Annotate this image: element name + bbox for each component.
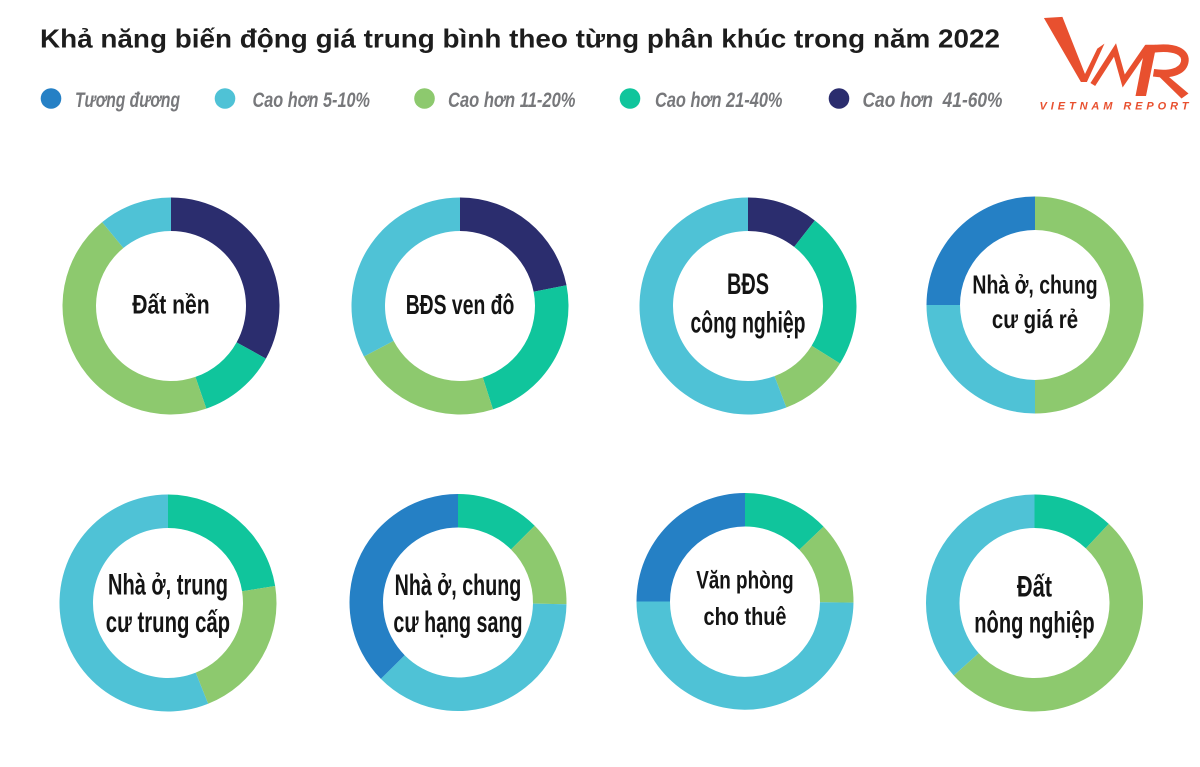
svg-text:Cao hơn 5-10%: Cao hơn 5-10% — [253, 89, 371, 112]
svg-text:VIETNAM REPORT: VIETNAM REPORT — [1040, 101, 1192, 113]
svg-text:Nhà ở, trung: Nhà ở, trung — [108, 568, 228, 601]
svg-text:Đất: Đất — [1017, 571, 1052, 604]
svg-text:Văn phòng: Văn phòng — [696, 567, 794, 595]
svg-text:BĐS: BĐS — [727, 268, 769, 301]
svg-text:cư giá rẻ: cư giá rẻ — [992, 304, 1078, 334]
svg-text:BĐS ven đô: BĐS ven đô — [406, 289, 515, 320]
svg-text:Cao hơn 21-40%: Cao hơn 21-40% — [655, 89, 783, 112]
svg-text:cư hạng sang: cư hạng sang — [393, 606, 522, 639]
svg-text:Cao hơn 11-20%: Cao hơn 11-20% — [448, 89, 576, 112]
svg-text:công nghiệp: công nghiệp — [691, 307, 806, 340]
svg-text:Tương đương: Tương đương — [75, 89, 180, 112]
svg-text:Khả năng biến động giá trung b: Khả năng biến động giá trung bình theo t… — [40, 24, 1000, 54]
svg-text:Cao hơn 41-60%: Cao hơn 41-60% — [863, 89, 1003, 112]
svg-text:cho thuê: cho thuê — [704, 603, 787, 631]
svg-text:Đất nền: Đất nền — [132, 290, 210, 320]
svg-text:cư trung cấp: cư trung cấp — [106, 606, 230, 639]
svg-text:Nhà ở, chung: Nhà ở, chung — [972, 270, 1097, 300]
svg-text:Nhà ở, chung: Nhà ở, chung — [395, 569, 522, 602]
svg-text:nông nghiệp: nông nghiệp — [974, 607, 1094, 640]
